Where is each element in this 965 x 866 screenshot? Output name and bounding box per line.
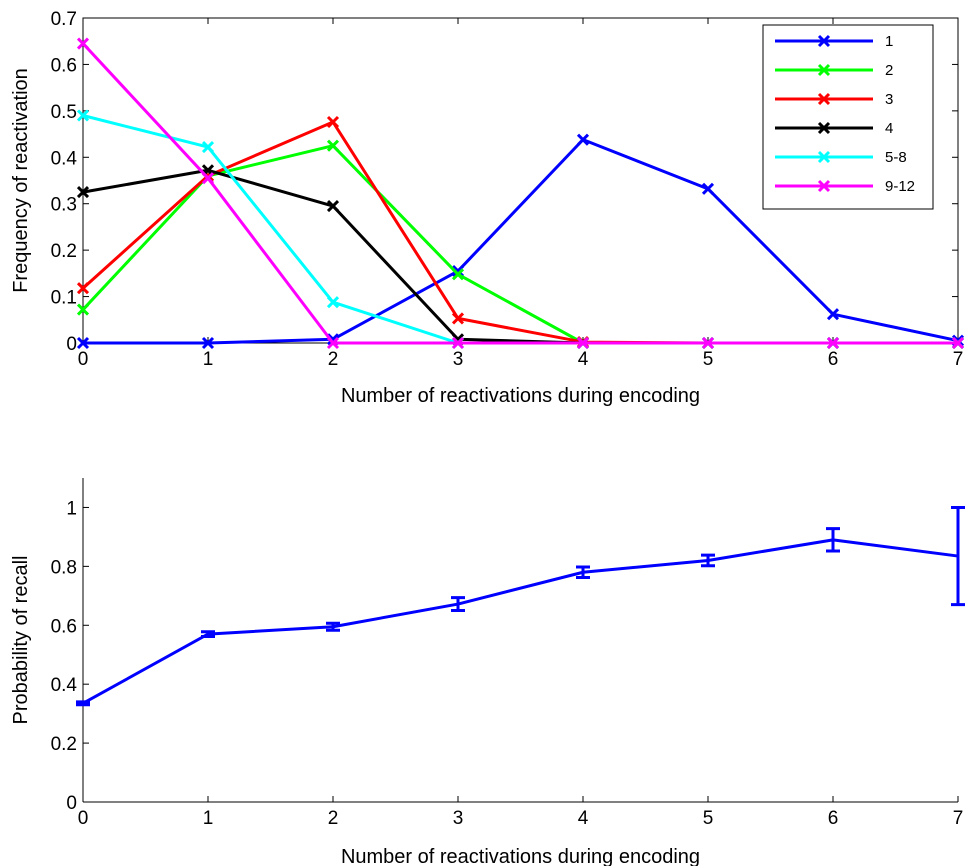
data-point: [701, 336, 715, 350]
data-point: [326, 296, 340, 309]
y-tick-label: 0.4: [51, 675, 78, 696]
x-tick-label: 1: [203, 349, 214, 370]
y-tick-label: 0.2: [51, 241, 77, 262]
y-axis-label: Probability of recall: [10, 556, 32, 725]
data-point: [326, 115, 340, 129]
y-tick-label: 0.8: [51, 557, 77, 578]
data-point: [826, 308, 840, 321]
series-line: [82, 538, 959, 705]
data-point: [76, 109, 90, 122]
frequency-chart: 0 1 2 3 4 5 6 7 0 0.1 0.2 0.3 0.4 0.5 0.6 0.7 Number of …: [10, 9, 965, 407]
data-point: [76, 303, 90, 316]
x-tick-label: 3: [453, 808, 464, 829]
data-point: [201, 336, 215, 350]
data-point: [701, 182, 715, 195]
y-tick-label: 0.2: [51, 734, 77, 755]
x-tick-label: 4: [578, 349, 589, 370]
error-bar: [576, 565, 590, 580]
x-tick-label: 5: [703, 808, 714, 829]
y-tick-label: 0.6: [51, 55, 77, 76]
data-point: [576, 336, 590, 350]
error-bar: [201, 630, 215, 638]
legend-marker: [817, 63, 831, 77]
legend-label: 3: [885, 91, 893, 108]
data-point: [326, 199, 340, 213]
x-tick-label: 6: [828, 349, 839, 370]
legend-label: 2: [885, 62, 893, 79]
y-tick-label: 0.3: [51, 195, 77, 216]
data-point: [326, 139, 340, 152]
x-tick-label: 6: [828, 808, 839, 829]
data-point: [76, 186, 90, 199]
x-tick-label: 3: [453, 349, 464, 370]
data-point: [451, 312, 465, 325]
data-point: [201, 172, 215, 185]
error-bar: [951, 505, 965, 607]
y-tick-label: 0.4: [51, 148, 78, 169]
legend-marker: [817, 121, 831, 135]
x-tick-label: 0: [78, 349, 89, 370]
data-point: [76, 336, 90, 350]
data-point: [826, 336, 840, 350]
legend-marker: [817, 179, 831, 193]
error-bar: [76, 700, 90, 707]
error-bar: [701, 553, 715, 568]
y-tick-label: 0.5: [51, 102, 77, 123]
data-point: [951, 336, 965, 350]
x-tick-label: 5: [703, 349, 714, 370]
data-point: [451, 336, 465, 350]
error-bar: [826, 527, 840, 553]
legend-marker: [817, 92, 831, 106]
legend-label: 5-8: [885, 149, 907, 166]
y-tick-label: 0: [66, 793, 77, 814]
x-tick-label: 7: [953, 349, 964, 370]
y-tick-label: 0.1: [51, 288, 77, 309]
legend-box: [762, 24, 934, 210]
data-point: [201, 141, 215, 154]
data-point: [76, 37, 90, 50]
series-line: [81, 42, 958, 345]
data-point: [326, 336, 340, 350]
series-line: [83, 138, 959, 345]
legend-label: 1: [885, 33, 893, 50]
data-point: [576, 133, 590, 146]
x-axis-label: Number of reactivations during encoding: [341, 385, 700, 407]
x-tick-label: 7: [953, 808, 964, 829]
x-tick-label: 2: [328, 808, 339, 829]
y-tick-label: 0.7: [51, 9, 77, 30]
legend-label: 4: [885, 120, 893, 137]
x-tick-label: 1: [203, 808, 214, 829]
legend-marker: [817, 34, 831, 48]
error-bar: [451, 596, 465, 613]
x-axis-label: Number of reactivations during encoding: [341, 846, 700, 866]
data-point: [451, 264, 465, 278]
data-point: [451, 268, 465, 281]
x-tick-label: 4: [578, 808, 589, 829]
legend-label: 9-12: [885, 178, 915, 195]
y-tick-label: 0.6: [51, 616, 77, 637]
recall-chart: 0 1 2 3 4 5 6 7 0 0.2 0.4 0.6 0.8 1 Number of reactiva…: [10, 478, 965, 866]
legend: 1 2 3 4 5-8 9-12: [762, 24, 934, 210]
x-tick-label: 2: [328, 349, 339, 370]
y-tick-label: 1: [66, 498, 77, 519]
legend-marker: [817, 150, 831, 164]
error-bar: [326, 621, 340, 632]
data-point: [76, 282, 90, 295]
x-tick-label: 0: [78, 808, 89, 829]
y-tick-label: 0: [66, 334, 77, 355]
y-axis-label: Frequency of reactivation: [10, 68, 32, 293]
